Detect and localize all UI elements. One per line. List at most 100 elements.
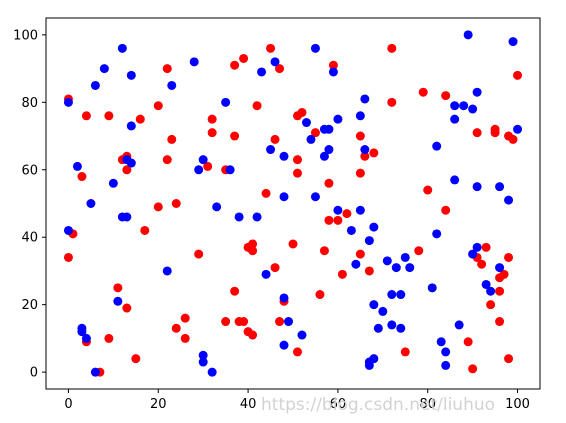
scatter-point-s2-17 — [126, 70, 136, 80]
scatter-point-s1-18 — [153, 202, 163, 212]
scatter-point-s1-66 — [342, 209, 352, 219]
x-tick-label-0: 0 — [64, 397, 72, 412]
scatter-point-s2-21 — [167, 80, 177, 90]
scatter-point-s2-25 — [198, 350, 208, 360]
scatter-point-s2-91 — [472, 182, 482, 192]
scatter-point-s2-97 — [504, 195, 514, 205]
scatter-point-s1-10 — [113, 283, 123, 293]
scatter-point-s1-71 — [364, 266, 374, 276]
y-tick-label-40: 40 — [21, 231, 38, 246]
scatter-point-s2-71 — [391, 263, 401, 273]
scatter-point-s2-46 — [310, 192, 320, 202]
scatter-point-s1-46 — [266, 43, 276, 53]
scatter-point-s1-38 — [239, 317, 249, 327]
scatter-point-s2-31 — [234, 212, 244, 222]
scatter-point-s1-9 — [104, 333, 114, 343]
scatter-point-s1-69 — [355, 249, 365, 259]
scatter-point-s2-84 — [450, 175, 460, 185]
scatter-point-s1-35 — [230, 286, 240, 296]
scatter-point-s1-83 — [472, 128, 482, 138]
scatter-point-s1-25 — [180, 313, 190, 323]
scatter-point-s1-59 — [315, 290, 325, 300]
scatter-point-s2-60 — [364, 236, 374, 246]
scatter-point-s2-89 — [468, 249, 478, 259]
scatter-point-s1-67 — [355, 131, 365, 141]
scatter-point-s2-82 — [450, 101, 460, 111]
scatter-point-s2-51 — [328, 67, 338, 77]
scatter-point-s1-2 — [63, 252, 73, 262]
scatter-point-s2-85 — [454, 320, 464, 330]
scatter-point-s2-5 — [77, 327, 87, 337]
scatter-point-s2-32 — [252, 212, 262, 222]
scatter-point-s2-73 — [396, 323, 406, 333]
scatter-point-s2-23 — [194, 165, 204, 175]
scatter-point-s2-49 — [324, 124, 334, 134]
scatter-point-s1-62 — [324, 215, 334, 225]
scatter-point-s1-13 — [122, 165, 132, 175]
scatter-point-s1-56 — [292, 347, 302, 357]
scatter-point-s1-37 — [239, 53, 249, 63]
scatter-point-s2-58 — [360, 94, 370, 104]
scatter-point-s2-99 — [513, 124, 523, 134]
scatter-point-s1-76 — [414, 246, 424, 256]
scatter-point-s1-86 — [481, 242, 491, 252]
scatter-point-s2-24 — [198, 155, 208, 165]
scatter-point-s1-79 — [441, 91, 451, 101]
scatter-point-s1-75 — [400, 347, 410, 357]
scatter-point-s2-70 — [387, 320, 397, 330]
scatter-point-s2-19 — [126, 158, 136, 168]
scatter-point-s2-96 — [495, 263, 505, 273]
y-tick-label-100: 100 — [13, 28, 38, 43]
scatter-point-s2-94 — [486, 286, 496, 296]
scatter-point-s1-27 — [194, 249, 204, 259]
scatter-point-s2-41 — [284, 317, 294, 327]
scatter-point-s1-19 — [153, 101, 163, 111]
x-tick-label-100: 100 — [505, 397, 530, 412]
scatter-point-s1-72 — [369, 148, 379, 158]
scatter-point-s2-20 — [162, 266, 172, 276]
scatter-point-s1-82 — [468, 364, 478, 374]
scatter-point-s2-12 — [113, 296, 123, 306]
scatter-point-s2-81 — [441, 360, 451, 370]
scatter-point-s2-36 — [270, 57, 280, 67]
scatter-point-s1-98 — [513, 70, 523, 80]
scatter-point-s2-95 — [495, 182, 505, 192]
scatter-point-s1-95 — [504, 252, 514, 262]
scatter-point-s1-64 — [333, 215, 343, 225]
scatter-point-s2-98 — [508, 37, 518, 47]
scatter-point-s1-96 — [504, 354, 514, 364]
scatter-point-s1-20 — [162, 64, 172, 74]
scatter-point-s2-92 — [472, 242, 482, 252]
scatter-point-s2-42 — [297, 330, 307, 340]
scatter-point-s1-4 — [77, 172, 87, 182]
scatter-point-s2-34 — [261, 269, 271, 279]
scatter-point-s1-33 — [230, 60, 240, 70]
scatter-point-s2-75 — [405, 263, 415, 273]
scatter-point-s2-3 — [72, 161, 82, 171]
x-tick-label-40: 40 — [240, 397, 257, 412]
scatter-point-s1-22 — [167, 134, 177, 144]
scatter-point-s2-8 — [90, 80, 100, 90]
scatter-point-s2-90 — [472, 87, 482, 97]
x-tick-label-80: 80 — [419, 397, 436, 412]
scatter-point-s2-55 — [351, 259, 361, 269]
scatter-point-s2-59 — [360, 145, 370, 155]
scatter-point-s2-26 — [198, 357, 208, 367]
scatter-point-s1-89 — [490, 128, 500, 138]
scatter-point-s1-92 — [495, 317, 505, 327]
scatter-point-s1-60 — [319, 246, 329, 256]
scatter-point-s2-44 — [306, 134, 316, 144]
y-tick-label-0: 0 — [30, 366, 38, 381]
scatter-point-s2-2 — [63, 225, 73, 235]
x-tick-label-20: 20 — [150, 397, 167, 412]
scatter-point-s2-62 — [364, 360, 374, 370]
scatter-point-s1-97 — [508, 134, 518, 144]
scatter-point-s1-80 — [441, 205, 451, 215]
scatter-point-s1-23 — [171, 199, 181, 208]
scatter-point-s2-28 — [212, 202, 222, 212]
scatter-point-s2-87 — [463, 30, 473, 40]
scatter-point-s2-88 — [468, 104, 478, 114]
scatter-point-s2-43 — [301, 118, 311, 128]
scatter-point-s1-29 — [207, 114, 217, 124]
scatter-point-s2-52 — [333, 205, 343, 215]
